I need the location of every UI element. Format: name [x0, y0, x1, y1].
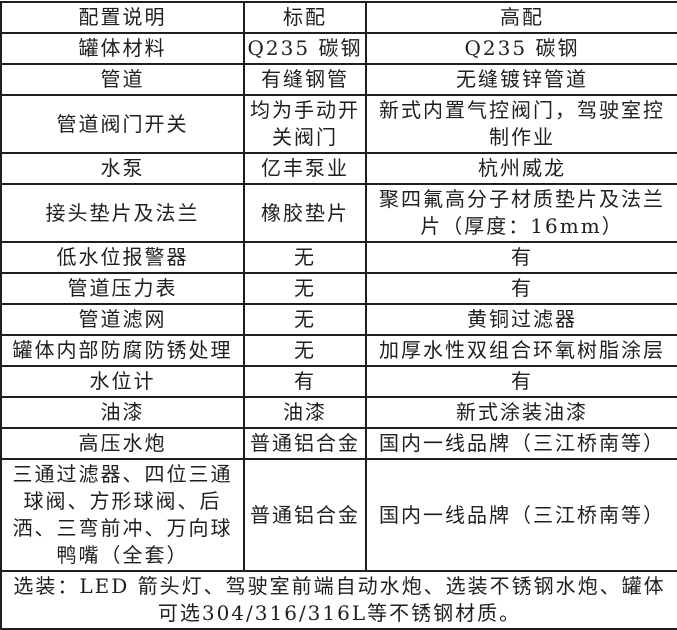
standard-value-cell: 橡胶垫片: [243, 183, 367, 243]
spec-name-cell: 油漆: [0, 396, 245, 429]
premium-value-cell: 有: [365, 365, 677, 398]
spec-name-cell: 罐体材料: [0, 32, 245, 65]
premium-value-cell: 无缝镀锌管道: [365, 63, 677, 96]
header-cell-premium: 高配: [365, 1, 677, 34]
header-cell-standard: 标配: [243, 1, 367, 34]
options-note-row: 选装：LED 箭头灯、驾驶室前端自动水炮、选装不锈钢水炮、罐体可选304/316…: [0, 570, 677, 630]
spec-name-cell: 水泵: [0, 152, 245, 185]
table-row-paint: 油漆 油漆 新式涂装油漆: [0, 396, 677, 429]
table-row-pressure-gauge: 管道压力表 无 有: [0, 272, 677, 305]
premium-value-cell: 国内一线品牌（三江桥南等）: [365, 427, 677, 460]
table-row-anticorrosion: 罐体内部防腐防锈处理 无 加厚水性双组合环氧树脂涂层: [0, 334, 677, 367]
premium-value-cell: 新式涂装油漆: [365, 396, 677, 429]
standard-value-cell: 均为手动开关阀门: [243, 94, 367, 154]
standard-value-cell: Q235 碳钢: [243, 32, 367, 65]
table-row-water-level-gauge: 水位计 有 有: [0, 365, 677, 398]
spec-name-cell: 水位计: [0, 365, 245, 398]
premium-value-cell: 聚四氟高分子材质垫片及法兰片（厚度：16mm）: [365, 183, 677, 243]
header-row: 配置说明 标配 高配: [0, 1, 677, 34]
spec-name-cell: 管道滤网: [0, 303, 245, 336]
standard-value-cell: 无: [243, 303, 367, 336]
spec-name-cell: 管道阀门开关: [0, 94, 245, 154]
standard-value-cell: 亿丰泵业: [243, 152, 367, 185]
standard-value-cell: 有: [243, 365, 367, 398]
table-row-low-water-alarm: 低水位报警器 无 有: [0, 241, 677, 274]
standard-value-cell: 有缝钢管: [243, 63, 367, 96]
table-row-pipe-strainer: 管道滤网 无 黄铜过滤器: [0, 303, 677, 336]
header-cell-config-description: 配置说明: [0, 1, 245, 34]
table-row-piping: 管道 有缝钢管 无缝镀锌管道: [0, 63, 677, 96]
standard-value-cell: 普通铝合金: [243, 458, 367, 572]
table-row-valve-parts-set: 三通过滤器、四位三通球阀、方形球阀、后洒、三弯前冲、万向球鸭嘴（全套） 普通铝合…: [0, 458, 677, 572]
premium-value-cell: 国内一线品牌（三江桥南等）: [365, 458, 677, 572]
spec-name-cell: 高压水炮: [0, 427, 245, 460]
premium-value-cell: 杭州威龙: [365, 152, 677, 185]
spec-name-cell: 三通过滤器、四位三通球阀、方形球阀、后洒、三弯前冲、万向球鸭嘴（全套）: [0, 458, 245, 572]
premium-value-cell: 新式内置气控阀门，驾驶室控制作业: [365, 94, 677, 154]
table-row-tank-material: 罐体材料 Q235 碳钢 Q235 碳钢: [0, 32, 677, 65]
options-note-cell: 选装：LED 箭头灯、驾驶室前端自动水炮、选装不锈钢水炮、罐体可选304/316…: [0, 570, 677, 630]
standard-value-cell: 无: [243, 334, 367, 367]
spec-name-cell: 罐体内部防腐防锈处理: [0, 334, 245, 367]
premium-value-cell: 加厚水性双组合环氧树脂涂层: [365, 334, 677, 367]
table-row-water-pump: 水泵 亿丰泵业 杭州威龙: [0, 152, 677, 185]
standard-value-cell: 无: [243, 241, 367, 274]
premium-value-cell: 黄铜过滤器: [365, 303, 677, 336]
premium-value-cell: Q235 碳钢: [365, 32, 677, 65]
standard-value-cell: 普通铝合金: [243, 427, 367, 460]
spec-name-cell: 低水位报警器: [0, 241, 245, 274]
spec-name-cell: 管道压力表: [0, 272, 245, 305]
table-row-valve-switch: 管道阀门开关 均为手动开关阀门 新式内置气控阀门，驾驶室控制作业: [0, 94, 677, 154]
premium-value-cell: 有: [365, 272, 677, 305]
spec-name-cell: 接头垫片及法兰: [0, 183, 245, 243]
spec-name-cell: 管道: [0, 63, 245, 96]
premium-value-cell: 有: [365, 241, 677, 274]
standard-value-cell: 油漆: [243, 396, 367, 429]
table-row-water-cannon: 高压水炮 普通铝合金 国内一线品牌（三江桥南等）: [0, 427, 677, 460]
table-row-gasket-flange: 接头垫片及法兰 橡胶垫片 聚四氟高分子材质垫片及法兰片（厚度：16mm）: [0, 183, 677, 243]
standard-value-cell: 无: [243, 272, 367, 305]
